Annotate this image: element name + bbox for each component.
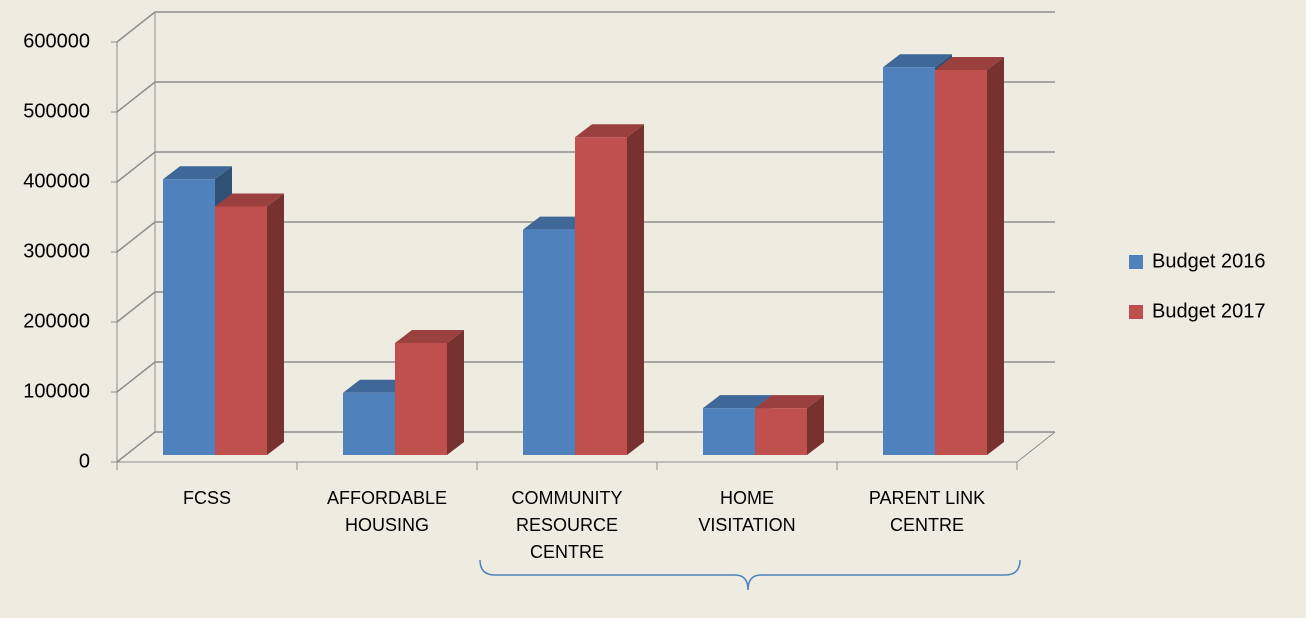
bar — [755, 395, 824, 455]
bar — [395, 330, 464, 455]
y-tick-label: 0 — [79, 450, 90, 472]
x-tick-label: PARENT LINK CENTRE — [868, 488, 986, 535]
y-tick-label: 500000 — [23, 100, 90, 122]
grid-line — [116, 151, 1055, 183]
brace — [479, 559, 1021, 591]
bar-face — [163, 166, 232, 180]
bar — [215, 193, 284, 455]
bar-face — [523, 216, 592, 230]
y-tick-label: 300000 — [23, 240, 90, 262]
x-tick-label: FCSS — [182, 488, 231, 508]
y-tick-label: 200000 — [23, 310, 90, 332]
bar-face — [935, 57, 1004, 70]
bar-face — [343, 379, 412, 393]
x-tick-label: COMMUNITY RESOURCE CENTRE — [511, 488, 623, 562]
bar — [935, 57, 1004, 455]
bar-face — [883, 54, 952, 68]
bar-face — [627, 124, 644, 455]
bar-face — [343, 392, 395, 455]
bar-face — [883, 67, 935, 455]
bar — [575, 124, 644, 455]
bar-face — [215, 206, 267, 455]
bar-face — [447, 330, 464, 455]
x-tick-label: HOME VISITATION — [698, 488, 796, 535]
y-tick-label: 400000 — [23, 170, 90, 192]
grid-line — [116, 81, 1055, 113]
bar-face — [163, 179, 215, 455]
y-tick-label: 600000 — [23, 30, 90, 52]
bar-face — [523, 229, 575, 455]
bar-face — [575, 137, 627, 455]
bar-face — [807, 395, 824, 455]
grid-line — [116, 361, 1055, 393]
bar-face — [703, 395, 772, 409]
legend-label: Budget 2016 — [1152, 250, 1265, 272]
bar-face — [755, 395, 824, 409]
y-tick-label: 100000 — [23, 380, 90, 402]
bar-face — [395, 343, 447, 455]
floor-right — [1016, 431, 1056, 463]
legend-swatch — [1129, 305, 1143, 319]
legend-swatch — [1129, 255, 1143, 269]
grid-line — [116, 11, 1055, 43]
bar-face — [215, 193, 284, 207]
x-tick-label: AFFORDABLE HOUSING — [326, 488, 448, 535]
legend-label: Budget 2017 — [1152, 300, 1265, 322]
bar-face — [267, 193, 284, 455]
grid-line — [116, 221, 1055, 253]
bar-face — [935, 70, 987, 455]
grid-line — [116, 291, 1055, 323]
bar-face — [987, 57, 1004, 455]
bar-face — [703, 408, 755, 455]
bar-face — [395, 330, 464, 343]
bar-face — [575, 124, 644, 138]
bar-face — [755, 408, 807, 455]
